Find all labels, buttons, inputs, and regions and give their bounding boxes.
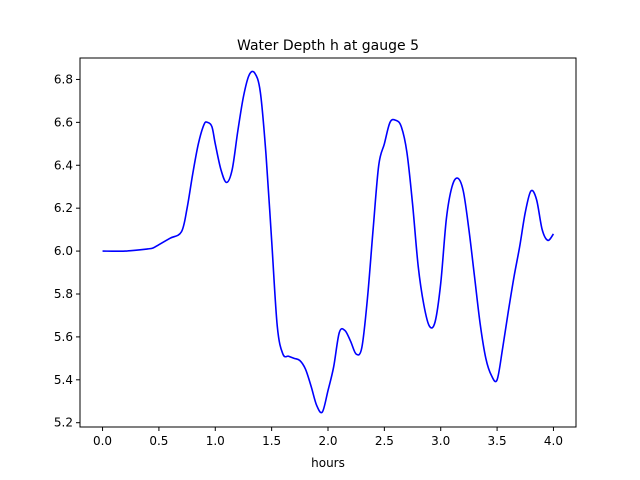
y-tick-label: 6.4 xyxy=(54,158,73,172)
y-tick-label: 5.6 xyxy=(54,330,73,344)
x-tick-label: 0.5 xyxy=(149,434,168,448)
y-tick-label: 5.4 xyxy=(54,373,73,387)
x-tick-label: 0.0 xyxy=(93,434,112,448)
x-tick-label: 1.0 xyxy=(206,434,225,448)
series-group xyxy=(102,70,555,414)
plot-area xyxy=(79,57,577,428)
x-tick-label: 3.5 xyxy=(488,434,507,448)
x-axis-label: hours xyxy=(311,456,345,470)
y-tick-label: 5.2 xyxy=(54,416,73,430)
y-tick-label: 6.6 xyxy=(54,115,73,129)
y-tick-label: 5.8 xyxy=(54,287,73,301)
x-tick-label: 3.0 xyxy=(431,434,450,448)
chart-title: Water Depth h at gauge 5 xyxy=(237,38,419,54)
x-tick-label: 2.5 xyxy=(375,434,394,448)
y-tick-label: 6.2 xyxy=(54,201,73,215)
x-tick-label: 4.0 xyxy=(544,434,563,448)
x-tick-label: 2.0 xyxy=(318,434,337,448)
x-tick-label: 1.5 xyxy=(262,434,281,448)
x-axis: 0.0 0.5 1.0 1.5 2.0 2.5 3.0 3.5 4.0 xyxy=(93,427,563,448)
series-line-0 xyxy=(102,70,555,414)
y-axis: 5.2 5.4 5.6 5.8 6.0 6.2 6.4 6.6 6.8 xyxy=(54,72,80,430)
y-tick-label: 6.8 xyxy=(54,72,73,86)
y-tick-label: 6.0 xyxy=(54,244,73,258)
